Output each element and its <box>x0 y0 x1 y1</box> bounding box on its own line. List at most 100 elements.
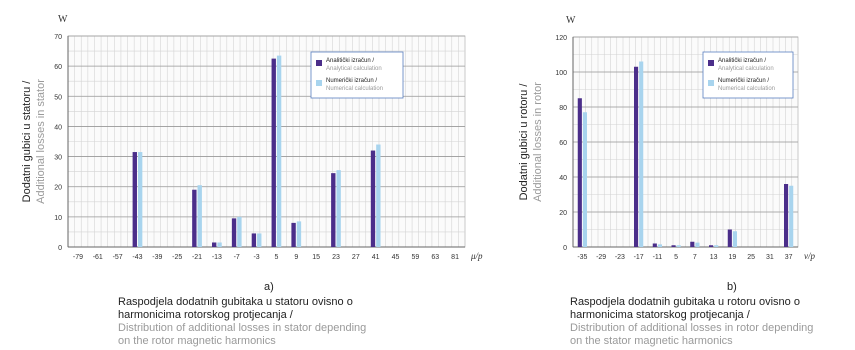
x-tick-label: 7 <box>693 254 697 261</box>
x-tick-label: -25 <box>172 254 182 261</box>
bar-1-s1-19 <box>732 231 737 247</box>
bar-0-s0--43 <box>132 152 137 247</box>
bar-1-s0-5 <box>671 245 676 247</box>
x-tick-label: -79 <box>73 254 83 261</box>
y-tick-label: 60 <box>559 140 567 147</box>
legend-box <box>310 51 404 99</box>
x-tick-label: 31 <box>766 254 774 261</box>
legend-label-numerical: Numerički izračun / <box>718 78 769 84</box>
bar-0-s1-23 <box>336 170 341 247</box>
bar-1-s0--17 <box>634 66 639 247</box>
x-tick-label: -39 <box>152 254 162 261</box>
bar-1-s0-13 <box>709 245 714 247</box>
y-tick-label: 20 <box>54 185 62 192</box>
y-tick-label: 30 <box>54 155 62 162</box>
legend-label-numerical-en: Numerical calculation <box>326 86 383 92</box>
legend-swatch-analytical <box>708 60 714 66</box>
x-tick-label: 27 <box>352 254 360 261</box>
y-tick-label: 70 <box>54 34 62 41</box>
caption-a-en-line1: Distribution of additional losses in sta… <box>118 322 367 334</box>
y-tick-label: 40 <box>559 175 567 182</box>
bar-1-s1-13 <box>714 245 719 247</box>
bar-0-s0--3 <box>251 233 257 247</box>
x-tick-label: -3 <box>253 254 259 261</box>
bar-1-s1-5 <box>676 245 681 247</box>
y-tick-label: 50 <box>54 94 62 101</box>
legend-label-numerical: Numerički izračun / <box>326 78 377 84</box>
legend-swatch-numerical <box>708 80 714 86</box>
bar-0-s0--7 <box>231 218 237 247</box>
legend-label-numerical-en: Numerical calculation <box>718 86 775 92</box>
bar-1-s0--35 <box>577 98 582 247</box>
legend-swatch-numerical <box>316 80 322 86</box>
bar-0-s0-9 <box>291 222 296 247</box>
legend-box <box>702 51 794 99</box>
x-tick-label: -7 <box>234 254 240 261</box>
y-tick-label: 0 <box>563 245 567 252</box>
x-tick-label: -57 <box>113 254 123 261</box>
caption-b-line2: harmonicima statorskog protjecanja / <box>570 309 750 321</box>
bar-0-s1--7 <box>237 216 242 247</box>
x-tick-label: 81 <box>451 254 459 261</box>
x-tick-label: 37 <box>785 254 793 261</box>
x-axis-label: μ/p <box>470 251 483 261</box>
bar-0-s1-41 <box>376 144 381 247</box>
unit-label: W <box>58 14 68 25</box>
x-tick-label: 63 <box>431 254 439 261</box>
bar-0-s1--21 <box>197 185 202 247</box>
panel-label: b) <box>727 281 737 293</box>
caption-b-en-line2: on the stator magnetic harmonics <box>570 335 733 347</box>
bar-0-s0-23 <box>331 173 336 247</box>
y-tick-label: 80 <box>559 105 567 112</box>
bar-0-s1--3 <box>257 233 262 247</box>
bar-1-s0-19 <box>727 229 732 247</box>
legend-label-analytical-en: Analytical calculation <box>326 66 382 72</box>
bar-0-s1-5 <box>276 55 282 247</box>
y-tick-label: 40 <box>54 124 62 131</box>
bar-1-s1--17 <box>639 61 644 247</box>
y-tick-label: 120 <box>555 35 567 42</box>
bar-0-s0--21 <box>192 189 197 247</box>
bar-1-s0-7 <box>690 241 695 247</box>
bar-1-s1--35 <box>582 112 587 247</box>
y-axis-label: Dodatni gubici u rotoru / <box>518 83 530 201</box>
caption-a-line2: harmonicima rotorskog protjecanja / <box>118 309 293 321</box>
legend-label-analytical: Analitički izračun / <box>326 58 374 64</box>
y-tick-label: 60 <box>54 64 62 71</box>
bar-0-s1--13 <box>217 242 222 247</box>
x-tick-label: -61 <box>93 254 103 261</box>
y-tick-label: 20 <box>559 210 567 217</box>
x-tick-label: -11 <box>653 254 663 261</box>
bar-1-s1-7 <box>695 242 700 247</box>
bar-0-s0-5 <box>271 58 276 247</box>
caption-b: Raspodjela dodatnih gubitaka u rotoru ov… <box>570 296 855 348</box>
bar-1-s0--11 <box>652 243 657 247</box>
caption-a: Raspodjela dodatnih gubitaka u statoru o… <box>118 296 448 348</box>
bar-0-s0-41 <box>370 150 376 247</box>
panel-label: a) <box>264 281 274 293</box>
y-axis-label-en: Additional losses in rotor <box>532 82 544 202</box>
legend-swatch-analytical <box>316 60 322 66</box>
x-tick-label: 15 <box>312 254 320 261</box>
x-tick-label: 41 <box>372 254 380 261</box>
x-tick-label: 19 <box>728 254 736 261</box>
caption-b-en-line1: Distribution of additional losses in rot… <box>570 322 814 334</box>
bar-0-s1-9 <box>296 221 302 247</box>
chart-panel-b: 0 20 40 60 80 100 120 -35 -29 -23 -17 -11 5 7 13 19 25 31… <box>518 15 815 293</box>
bar-1-s1-37 <box>789 185 794 247</box>
bar-0-s1--43 <box>137 152 143 247</box>
bar-0-s0--13 <box>212 242 217 247</box>
legend-label-analytical: Analitički izračun / <box>718 58 766 64</box>
x-tick-label: 23 <box>332 254 340 261</box>
x-tick-label: 9 <box>294 254 298 261</box>
x-tick-label: 59 <box>411 254 419 261</box>
x-tick-label: 5 <box>674 254 678 261</box>
x-tick-label: -29 <box>596 254 606 261</box>
caption-a-line1: Raspodjela dodatnih gubitaka u statoru o… <box>118 296 353 308</box>
y-tick-label: 100 <box>555 70 567 77</box>
x-axis-label: ν/p <box>804 251 815 261</box>
x-tick-label: -21 <box>192 254 202 261</box>
x-tick-label: 5 <box>274 254 278 261</box>
unit-label: W <box>566 15 576 26</box>
